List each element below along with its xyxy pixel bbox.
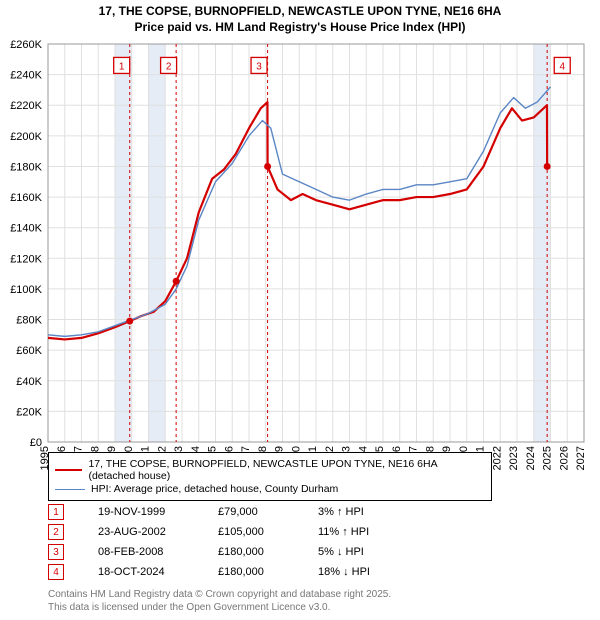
svg-text:2023: 2023 [508, 446, 520, 470]
event-number-box: 2 [48, 524, 64, 540]
svg-text:2024: 2024 [525, 446, 537, 470]
svg-text:£260K: £260K [10, 39, 42, 51]
event-number-box: 3 [48, 544, 64, 560]
svg-text:£240K: £240K [10, 70, 42, 82]
event-price: £180,000 [218, 546, 318, 558]
svg-text:£80K: £80K [16, 315, 42, 327]
svg-text:£180K: £180K [10, 161, 42, 173]
event-number-box: 4 [48, 564, 64, 580]
title-line2: Price paid vs. HM Land Registry's House … [135, 20, 466, 34]
svg-text:£40K: £40K [16, 376, 42, 388]
svg-text:£140K: £140K [10, 223, 42, 235]
event-price: £79,000 [218, 506, 318, 518]
svg-text:1: 1 [119, 61, 125, 72]
price-chart: £0£20K£40K£60K£80K£100K£120K£140K£160K£1… [48, 44, 584, 442]
event-row: 4 18-OCT-2024 £180,000 18% ↓ HPI [48, 562, 458, 582]
legend-row: 17, THE COPSE, BURNOPFIELD, NEWCASTLE UP… [55, 458, 485, 482]
svg-text:£20K: £20K [16, 406, 42, 418]
legend-label: 17, THE COPSE, BURNOPFIELD, NEWCASTLE UP… [88, 458, 485, 482]
event-date: 23-AUG-2002 [98, 526, 218, 538]
events-table: 1 19-NOV-1999 £79,000 3% ↑ HPI 2 23-AUG-… [48, 502, 458, 582]
event-number-box: 1 [48, 504, 64, 520]
footnote-line2: This data is licensed under the Open Gov… [48, 602, 330, 613]
footnote-line1: Contains HM Land Registry data © Crown c… [48, 589, 391, 600]
event-row: 1 19-NOV-1999 £79,000 3% ↑ HPI [48, 502, 458, 522]
legend: 17, THE COPSE, BURNOPFIELD, NEWCASTLE UP… [48, 452, 492, 501]
svg-text:£220K: £220K [10, 100, 42, 112]
event-row: 2 23-AUG-2002 £105,000 11% ↑ HPI [48, 522, 458, 542]
svg-text:£100K: £100K [10, 284, 42, 296]
svg-text:£120K: £120K [10, 253, 42, 265]
event-note: 3% ↑ HPI [318, 506, 458, 518]
svg-text:2025: 2025 [542, 446, 554, 470]
event-note: 18% ↓ HPI [318, 566, 458, 578]
event-date: 08-FEB-2008 [98, 546, 218, 558]
svg-text:2026: 2026 [558, 446, 570, 470]
svg-text:3: 3 [256, 61, 262, 72]
svg-text:2022: 2022 [491, 446, 503, 470]
svg-text:4: 4 [559, 61, 565, 72]
svg-text:2027: 2027 [575, 446, 587, 470]
event-note: 5% ↓ HPI [318, 546, 458, 558]
title-line1: 17, THE COPSE, BURNOPFIELD, NEWCASTLE UP… [99, 4, 502, 18]
svg-text:£60K: £60K [16, 345, 42, 357]
footnote: Contains HM Land Registry data © Crown c… [48, 588, 391, 614]
svg-text:£200K: £200K [10, 131, 42, 143]
svg-text:2: 2 [166, 61, 172, 72]
legend-row: HPI: Average price, detached house, Coun… [55, 483, 485, 495]
svg-text:£160K: £160K [10, 192, 42, 204]
event-price: £180,000 [218, 566, 318, 578]
event-row: 3 08-FEB-2008 £180,000 5% ↓ HPI [48, 542, 458, 562]
event-date: 18-OCT-2024 [98, 566, 218, 578]
event-price: £105,000 [218, 526, 318, 538]
event-date: 19-NOV-1999 [98, 506, 218, 518]
event-note: 11% ↑ HPI [318, 526, 458, 538]
legend-label: HPI: Average price, detached house, Coun… [91, 483, 338, 495]
